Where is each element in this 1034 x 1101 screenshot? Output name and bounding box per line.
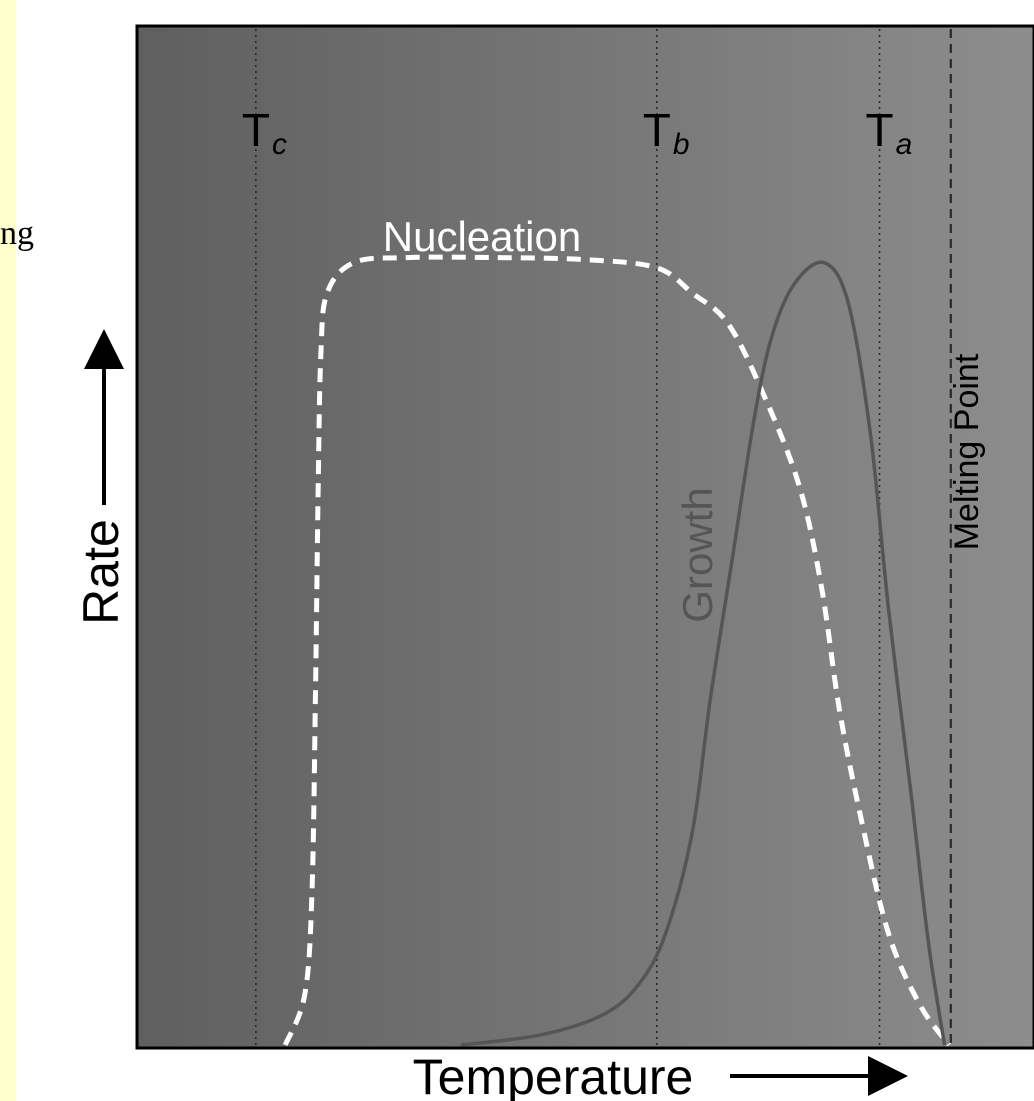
series-layer (282, 254, 952, 1047)
page-margin (0, 0, 16, 1101)
x-axis-label: Temperature (413, 1049, 908, 1101)
side-text-fragment: ng (0, 215, 34, 252)
series-line-growth (460, 260, 947, 1047)
nucleation-label: Nucleation (383, 213, 581, 260)
reference-label-ta: Ta (866, 104, 913, 161)
growth-label: Growth (674, 487, 721, 622)
reference-lines: Tc Tb Ta (242, 29, 952, 1045)
y-axis-title: Rate (73, 519, 129, 625)
reference-label-tc: Tc (242, 104, 287, 161)
plot-area (135, 24, 1034, 1050)
series-line-nucleation (282, 254, 952, 1047)
melting-point-label: Melting Point (948, 353, 986, 550)
y-axis-label: Rate (73, 329, 129, 625)
reference-label-tb: Tb (643, 104, 690, 161)
x-axis-title: Temperature (413, 1049, 694, 1101)
